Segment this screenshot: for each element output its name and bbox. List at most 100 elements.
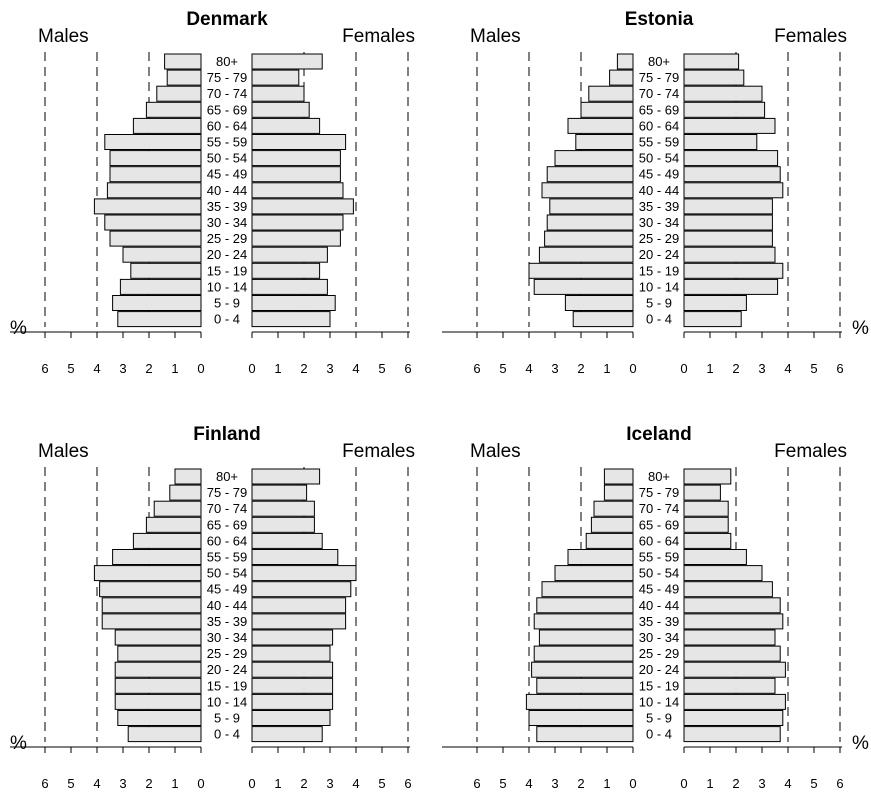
tick-label-males: 3: [119, 776, 126, 791]
bar-males-80plus: [174, 468, 202, 485]
tick-label-females: 2: [300, 776, 307, 791]
bar-females-30-34: [251, 629, 334, 646]
bar-females-65-69: [683, 516, 729, 533]
age-group-label: 10 - 14: [207, 694, 247, 709]
bar-males-60-64: [567, 117, 634, 134]
bar-males-60-64: [132, 117, 202, 134]
bar-females-80plus: [683, 468, 732, 485]
tick-label-males: 1: [171, 361, 178, 376]
bar-males-20-24: [122, 246, 202, 263]
age-group-label: 70 - 74: [639, 86, 679, 101]
bar-females-5-9: [251, 710, 331, 726]
bar-females-35-39: [251, 613, 347, 630]
bar-males-30-34: [114, 629, 202, 646]
bar-males-10-14: [525, 693, 634, 710]
tick-label-males: 2: [145, 776, 152, 791]
males-label: Males: [38, 441, 89, 462]
tick-label-males: 6: [473, 361, 480, 376]
bar-females-25-29: [683, 230, 773, 247]
bar-males-70-74: [588, 85, 634, 102]
percent-label: %: [10, 733, 27, 754]
tick-label-males: 2: [577, 361, 584, 376]
bar-males-10-14: [114, 693, 202, 710]
bar-females-50-54: [683, 565, 763, 582]
age-group-label: 50 - 54: [207, 566, 247, 581]
age-group-label: 65 - 69: [639, 102, 679, 117]
females-label: Females: [342, 441, 415, 462]
bar-females-40-44: [251, 597, 347, 614]
bar-females-0-4: [683, 726, 781, 743]
age-group-label: 25 - 29: [207, 231, 247, 246]
females-label: Females: [774, 441, 847, 462]
tick-label-females: 0: [248, 776, 255, 791]
bar-females-40-44: [251, 182, 344, 199]
bar-males-80plus: [603, 468, 634, 485]
bar-females-50-54: [251, 150, 341, 167]
bar-females-55-59: [251, 549, 339, 565]
bar-females-60-64: [683, 532, 732, 549]
tick-label-females: 3: [758, 776, 765, 791]
bar-males-30-34: [546, 214, 634, 231]
age-group-label: 40 - 44: [639, 183, 679, 198]
chart-title: Estonia: [625, 9, 694, 30]
chart-title: Denmark: [186, 9, 268, 30]
bar-females-70-74: [683, 500, 729, 517]
bar-males-40-44: [101, 597, 202, 614]
age-group-label: 20 - 24: [639, 247, 679, 262]
age-group-label: 55 - 59: [639, 135, 679, 150]
tick-label-females: 4: [352, 361, 359, 376]
males-label: Males: [38, 26, 89, 47]
bar-females-15-19: [683, 677, 776, 694]
age-group-label: 60 - 64: [207, 533, 247, 548]
bar-females-15-19: [683, 262, 784, 279]
age-group-label: 60 - 64: [639, 118, 679, 133]
tick-label-females: 6: [836, 361, 843, 376]
tick-label-males: 0: [197, 361, 204, 376]
bar-females-45-49: [251, 166, 341, 183]
bar-females-20-24: [683, 246, 776, 263]
bar-females-75-79: [251, 69, 300, 86]
bar-males-65-69: [580, 101, 634, 118]
bar-females-30-34: [251, 214, 344, 231]
bar-males-50-54: [109, 150, 202, 167]
bar-males-35-39: [549, 198, 634, 215]
bar-females-0-4: [251, 726, 323, 743]
bar-females-10-14: [251, 278, 328, 295]
bar-females-70-74: [683, 85, 763, 102]
age-group-label: 80+: [216, 469, 238, 484]
age-group-label: 75 - 79: [207, 70, 247, 85]
tick-label-females: 1: [274, 776, 281, 791]
bar-females-75-79: [251, 484, 308, 501]
bar-males-0-4: [117, 311, 202, 328]
tick-label-males: 3: [551, 361, 558, 376]
age-group-label: 60 - 64: [639, 533, 679, 548]
tick-label-females: 1: [274, 361, 281, 376]
tick-label-males: 4: [93, 776, 100, 791]
males-label: Males: [470, 441, 521, 462]
bar-females-55-59: [683, 549, 747, 565]
tick-label-males: 5: [499, 776, 506, 791]
bar-males-45-49: [546, 166, 634, 183]
tick-label-females: 5: [810, 776, 817, 791]
bar-males-35-39: [533, 613, 634, 630]
bar-males-25-29: [533, 645, 634, 662]
bar-females-20-24: [251, 246, 328, 263]
tick-label-males: 6: [473, 776, 480, 791]
age-group-label: 50 - 54: [639, 151, 679, 166]
age-group-label: 5 - 9: [646, 711, 672, 726]
tick-label-males: 0: [629, 776, 636, 791]
bar-females-40-44: [683, 597, 781, 614]
bar-males-5-9: [112, 295, 202, 311]
tick-label-females: 2: [300, 361, 307, 376]
bar-males-45-49: [541, 581, 634, 598]
bar-males-75-79: [166, 69, 202, 86]
age-group-label: 45 - 49: [207, 582, 247, 597]
age-group-label: 75 - 79: [207, 485, 247, 500]
age-group-label: 15 - 19: [207, 263, 247, 278]
bar-males-75-79: [603, 484, 634, 501]
bar-males-0-4: [572, 311, 634, 328]
bar-females-45-49: [683, 581, 773, 598]
percent-label: %: [852, 318, 869, 339]
